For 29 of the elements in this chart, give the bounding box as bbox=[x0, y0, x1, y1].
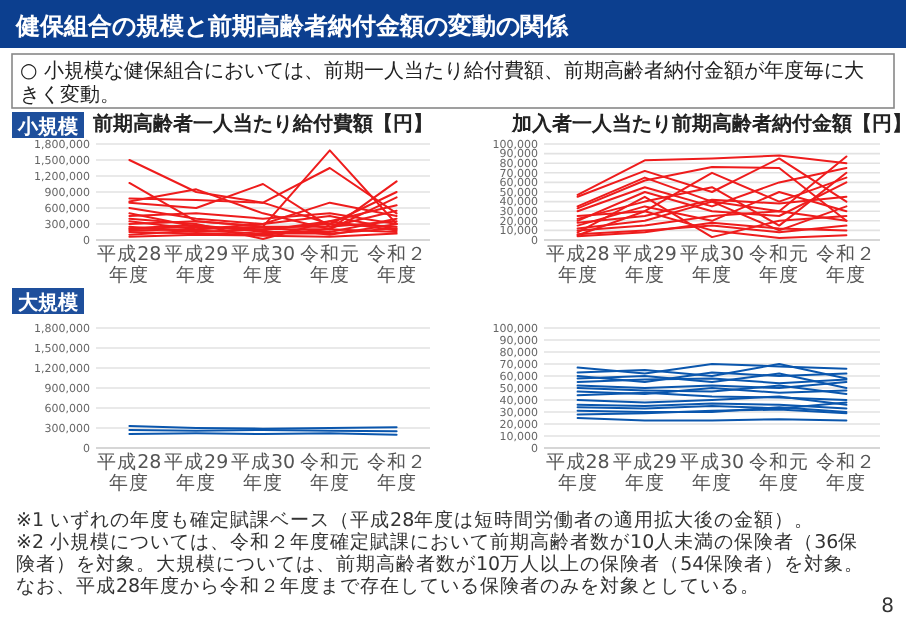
x-tick-label: 令和元年度 bbox=[749, 242, 810, 287]
x-tick-label: 平成28年度 bbox=[545, 450, 610, 495]
text: 小規模 bbox=[16, 115, 80, 139]
x-tick-label: 令和元年度 bbox=[299, 450, 360, 495]
text: ○ 小規模な健保組合においては、前期一人当たり給付費額、前期高齢者納付金額が年度毎に大きく変動。 bbox=[20, 59, 864, 107]
x-tick-label: 平成30年度 bbox=[230, 450, 296, 495]
x-tick-label: 令和２年度 bbox=[366, 242, 427, 287]
chart-title: 前期高齢者一人当たり給付費額【円】 bbox=[91, 112, 433, 136]
x-tick-label: 令和２年度 bbox=[366, 450, 427, 495]
text: 大規模 bbox=[16, 291, 80, 315]
x-tick-label: 平成28年度 bbox=[97, 242, 162, 287]
x-tick-label: 平成28年度 bbox=[545, 242, 610, 287]
x-tick-label: 平成29年度 bbox=[164, 450, 229, 495]
x-tick-label: 平成30年度 bbox=[679, 242, 745, 287]
x-tick-label: 平成28年度 bbox=[97, 450, 162, 495]
x-tick-label: 令和元年度 bbox=[299, 242, 360, 287]
text: 8 bbox=[881, 596, 894, 618]
x-tick-label: 平成29年度 bbox=[612, 242, 677, 287]
x-tick-label: 平成30年度 bbox=[230, 242, 296, 287]
x-tick-label: 令和２年度 bbox=[816, 450, 877, 495]
text: 健保組合の規模と前期高齢者納付金額の変動の関係 bbox=[14, 12, 570, 40]
text: ※2 小規模については、令和２年度確定賦課において前期高齢者数が10人未満の保険者（36保険者）を対象。大規模については、前期高齢者数が10万人以上の保険者（54保険者）を対象。なお、平成28年度から令和２年度まで存在している保険者のみを対象としている。 bbox=[16, 530, 865, 598]
x-tick-label: 平成29年度 bbox=[612, 450, 677, 495]
x-tick-label: 令和元年度 bbox=[749, 450, 810, 495]
chart-title: 加入者一人当たり前期高齢者納付金額【円】 bbox=[510, 112, 906, 136]
text: ※1 いずれの年度も確定賦課ベース（平成28年度は短時間労働者の適用拡大後の金額）。 bbox=[16, 508, 815, 532]
x-tick-label: 令和２年度 bbox=[816, 242, 877, 287]
x-tick-label: 平成30年度 bbox=[679, 450, 745, 495]
x-tick-label: 平成29年度 bbox=[164, 242, 229, 287]
